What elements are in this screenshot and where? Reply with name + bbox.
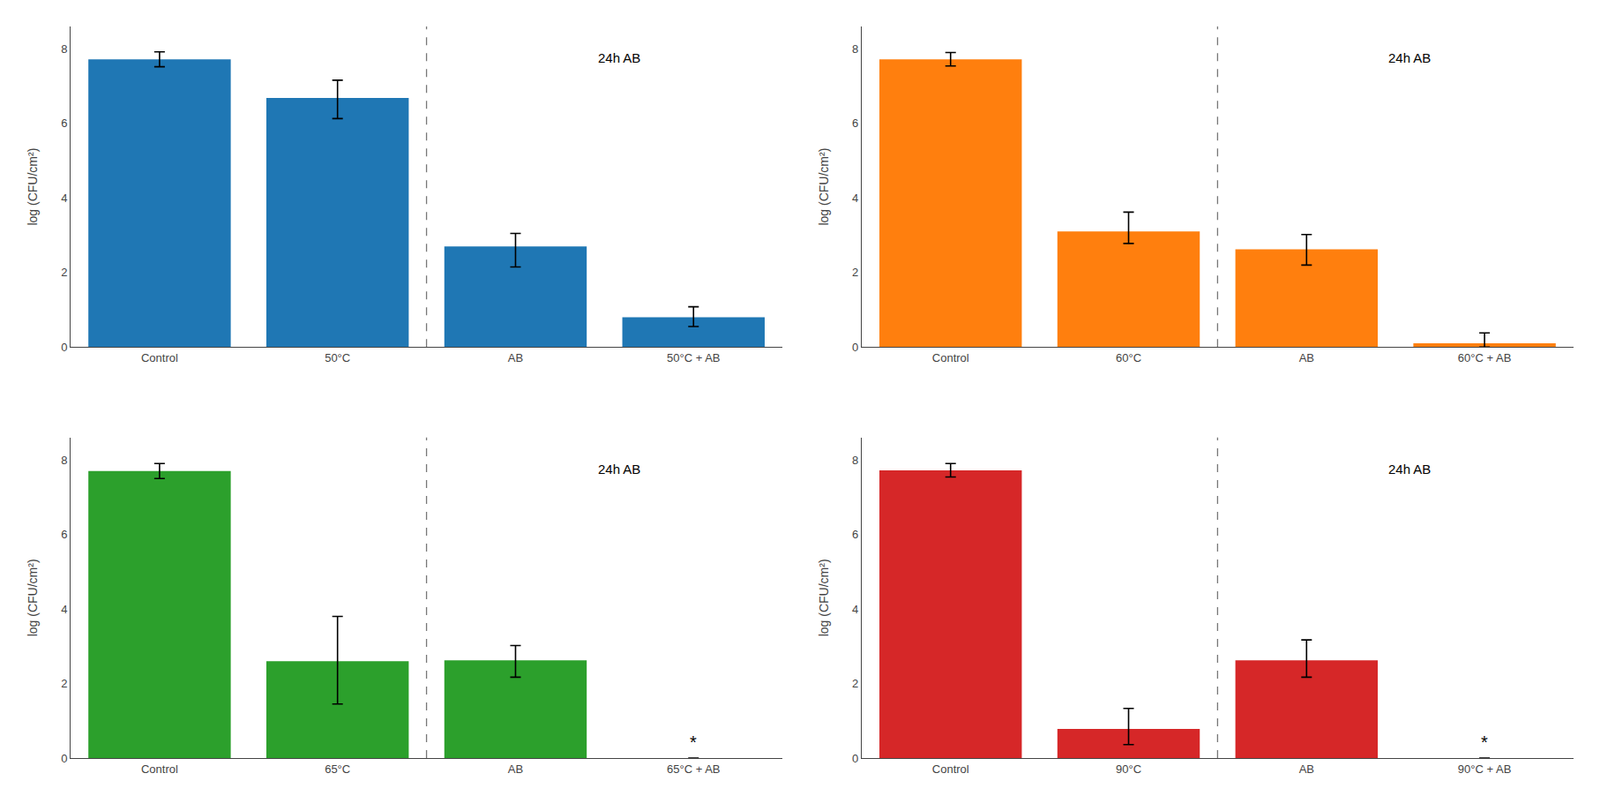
svg-text:8: 8 <box>60 453 68 467</box>
svg-text:0: 0 <box>852 340 859 354</box>
svg-text:Control: Control <box>141 351 179 365</box>
svg-text:60°C + AB: 60°C + AB <box>1457 351 1512 365</box>
svg-text:2: 2 <box>852 676 859 690</box>
svg-text:0: 0 <box>60 751 68 765</box>
svg-text:60°C: 60°C <box>1115 351 1142 365</box>
svg-text:0: 0 <box>852 751 859 765</box>
svg-text:2: 2 <box>60 265 68 279</box>
svg-text:90°C: 90°C <box>1115 762 1142 776</box>
svg-text:8: 8 <box>852 42 859 56</box>
svg-text:log (CFU/cm²): log (CFU/cm²) <box>816 558 831 636</box>
svg-text:24h AB: 24h AB <box>1388 461 1431 477</box>
svg-text:4: 4 <box>60 191 68 205</box>
svg-text:8: 8 <box>60 42 68 56</box>
svg-text:24h AB: 24h AB <box>1388 50 1431 66</box>
svg-text:4: 4 <box>852 602 859 616</box>
svg-text:0: 0 <box>60 340 68 354</box>
svg-text:6: 6 <box>852 527 859 541</box>
svg-text:log (CFU/cm²): log (CFU/cm²) <box>25 148 40 226</box>
svg-text:log (CFU/cm²): log (CFU/cm²) <box>25 558 40 636</box>
svg-text:AB: AB <box>508 351 524 365</box>
svg-text:log (CFU/cm²): log (CFU/cm²) <box>816 148 831 226</box>
svg-text:65°C + AB: 65°C + AB <box>666 762 721 776</box>
svg-text:24h AB: 24h AB <box>598 50 641 66</box>
svg-text:2: 2 <box>852 265 859 279</box>
svg-text:50°C: 50°C <box>324 351 351 365</box>
svg-text:4: 4 <box>60 602 68 616</box>
svg-text:Control: Control <box>932 762 970 776</box>
svg-text:6: 6 <box>60 527 68 541</box>
svg-text:65°C: 65°C <box>324 762 351 776</box>
svg-text:AB: AB <box>508 762 524 776</box>
svg-text:24h AB: 24h AB <box>598 461 641 477</box>
svg-text:8: 8 <box>852 453 859 467</box>
svg-text:*: * <box>1480 732 1488 752</box>
svg-text:*: * <box>689 732 697 752</box>
svg-text:4: 4 <box>852 191 859 205</box>
svg-text:Control: Control <box>932 351 970 365</box>
svg-text:50°C + AB: 50°C + AB <box>666 351 721 365</box>
svg-text:6: 6 <box>852 116 859 130</box>
svg-text:6: 6 <box>60 116 68 130</box>
svg-text:AB: AB <box>1299 351 1315 365</box>
svg-text:AB: AB <box>1299 762 1315 776</box>
svg-text:2: 2 <box>60 676 68 690</box>
svg-text:90°C + AB: 90°C + AB <box>1457 762 1512 776</box>
svg-text:Control: Control <box>141 762 179 776</box>
